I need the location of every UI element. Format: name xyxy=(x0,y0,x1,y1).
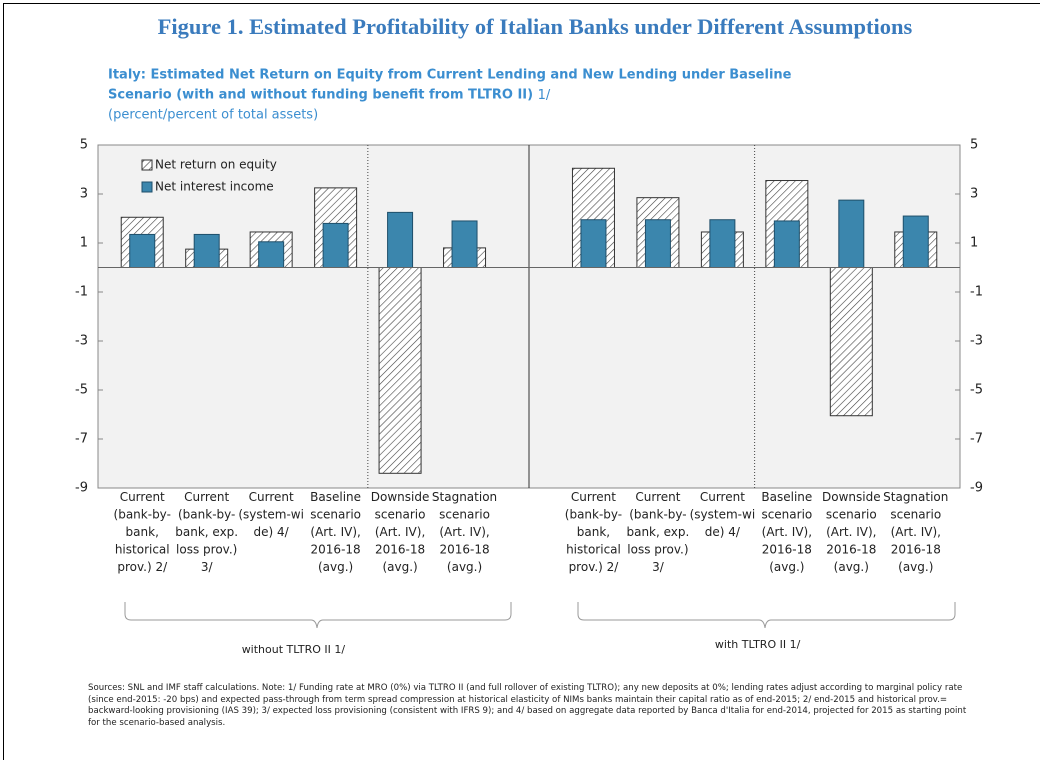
bar xyxy=(829,267,873,417)
bar xyxy=(644,219,671,269)
bar xyxy=(378,267,422,474)
x-tick-label: Current (bank-by-bank, historical prov.) 2/ xyxy=(114,489,171,573)
y2-tick-label: -3 xyxy=(970,334,983,349)
y2-tick-label: -9 xyxy=(970,481,983,496)
subtitle: Scenario (with and without funding benef… xyxy=(108,88,551,103)
y2-tick-label: -7 xyxy=(970,432,983,447)
bar xyxy=(709,219,736,269)
y2-tick-label: 1 xyxy=(970,236,978,251)
x-tick-label: Baseline scenario (Art. IV), 2016-18 (avg.) xyxy=(761,489,812,573)
legend-swatch xyxy=(141,181,153,193)
bar xyxy=(387,211,414,268)
y2-tick-label: -1 xyxy=(970,285,983,300)
legend-label: Net interest income xyxy=(155,180,274,194)
group-label: with TLTRO II 1/ xyxy=(715,638,801,651)
y-tick-label: -5 xyxy=(75,383,88,398)
group-bracket xyxy=(124,602,512,629)
subtitle-note: 1/ xyxy=(538,88,551,103)
bar xyxy=(451,220,478,268)
subtitle: Italy: Estimated Net Return on Equity fr… xyxy=(108,68,792,83)
bar xyxy=(580,219,607,269)
y2-tick-label: 3 xyxy=(970,187,978,202)
x-tick-label: Baseline scenario (Art. IV), 2016-18 (avg.) xyxy=(310,489,361,573)
y-tick-label: 1 xyxy=(80,236,88,251)
group-bracket xyxy=(577,602,956,629)
y2-tick-label: -5 xyxy=(970,383,983,398)
y-tick-label: 5 xyxy=(80,138,88,153)
y2-tick-label: 5 xyxy=(970,138,978,153)
y-tick-label: 3 xyxy=(80,187,88,202)
x-tick-label: Downside scenario (Art. IV), 2016-18 (avg.) xyxy=(822,489,881,573)
y-tick-label: -3 xyxy=(75,334,88,349)
y-tick-label: -9 xyxy=(75,481,88,496)
bar xyxy=(838,199,865,268)
x-tick-label: Downside scenario (Art. IV), 2016-18 (avg.) xyxy=(371,489,430,573)
units: (percent/percent of total assets) xyxy=(108,108,318,123)
x-tick-label: Current (system-wi de) 4/ xyxy=(690,489,756,538)
x-tick-label: Current (bank-by-bank, exp. loss prov.) 3/ xyxy=(175,489,238,573)
footnote: Sources: SNL and IMF staff calculations.… xyxy=(88,683,967,728)
x-tick-label: Stagnation scenario (Art. IV), 2016-18 (avg.… xyxy=(432,489,497,573)
bar xyxy=(129,233,156,269)
y-tick-label: -7 xyxy=(75,432,88,447)
legend-swatch xyxy=(141,159,153,171)
x-tick-label: Stagnation scenario (Art. IV), 2016-18 (avg.… xyxy=(883,489,948,573)
bar xyxy=(258,241,285,268)
frame xyxy=(3,3,1040,760)
bar xyxy=(322,222,349,268)
x-tick-label: Current (bank-by-bank, historical prov.) 2/ xyxy=(565,489,622,573)
x-tick-label: Current (system-wi de) 4/ xyxy=(238,489,304,538)
group-label: without TLTRO II 1/ xyxy=(242,643,346,656)
x-tick-label: Current (bank-by-bank, exp. loss prov.) 3/ xyxy=(626,489,689,573)
legend-label: Net return on equity xyxy=(155,158,277,172)
bar xyxy=(773,220,800,268)
bar xyxy=(193,233,220,269)
y-tick-label: -1 xyxy=(75,285,88,300)
bar xyxy=(902,215,929,269)
chart-title: Figure 1. Estimated Profitability of Ita… xyxy=(158,14,913,39)
